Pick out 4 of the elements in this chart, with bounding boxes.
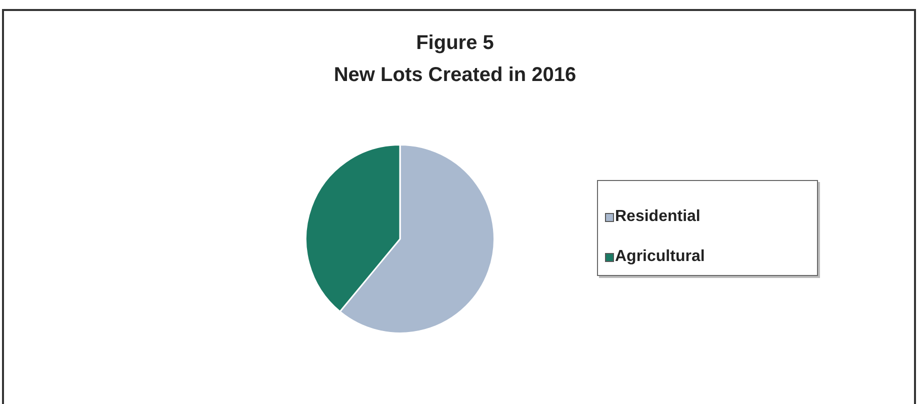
legend-label: Agricultural: [615, 247, 705, 267]
chart-subtitle: New Lots Created in 2016: [332, 63, 578, 88]
chart-title: Figure 5: [415, 31, 495, 56]
legend-label: Residential: [615, 207, 700, 227]
